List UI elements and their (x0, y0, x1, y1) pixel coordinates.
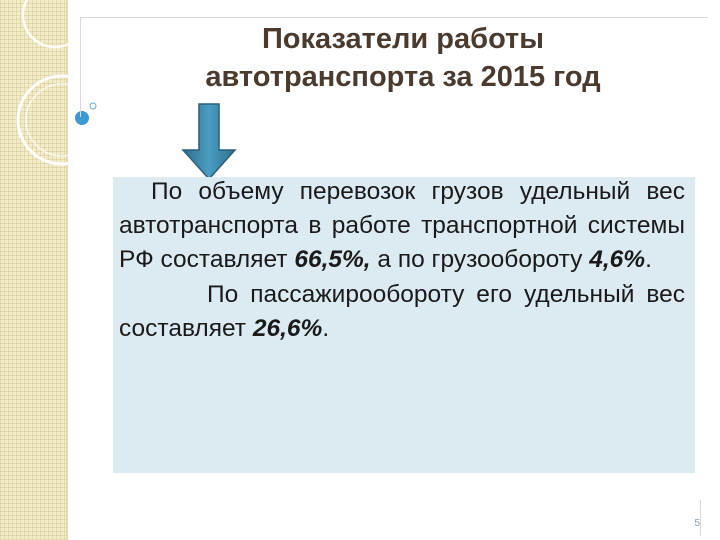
page-number: 5 (694, 518, 700, 529)
content-panel (113, 177, 695, 473)
header-top-rule (80, 17, 708, 18)
paragraph-freight-text-c: . (645, 246, 652, 274)
content-text: По объему перевозок грузов удельный вес … (119, 175, 685, 346)
slide-title: Показатели работы автотранспорта за 2015… (120, 20, 686, 96)
slide-title-line-2: автотранспорта за 2015 год (205, 61, 601, 93)
decorative-circles (16, 0, 108, 166)
passenger-turnover-share: 26,6% (252, 314, 323, 342)
paragraph-passenger: По пассажирообороту его удельный вес сос… (119, 278, 685, 346)
paragraph-freight-text-a: По объему перевозок грузов удельный вес … (119, 178, 685, 274)
paragraph-freight: По объему перевозок грузов удельный вес … (119, 175, 685, 278)
paragraph-passenger-text-b: . (322, 314, 330, 342)
arrow-down-icon (181, 103, 237, 181)
freight-volume-share: 66,5%, (294, 246, 371, 274)
slide-title-line-1: Показатели работы (261, 23, 545, 55)
side-strip-edge (66, 0, 68, 540)
paragraph-freight-text-b: а по грузообороту (370, 246, 590, 274)
blue-dot-icon (75, 111, 89, 125)
paragraph-passenger-text-a: По пассажирообороту его удельный вес сос… (119, 280, 685, 342)
header-left-rule (80, 17, 81, 117)
footer-right-rule (700, 500, 701, 536)
decorative-side-strip (0, 0, 66, 540)
freight-turnover-share: 4,6% (589, 246, 646, 274)
